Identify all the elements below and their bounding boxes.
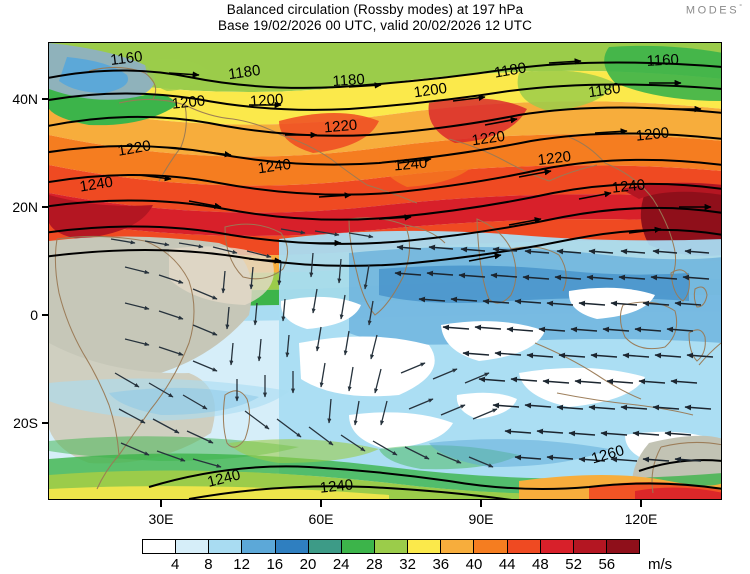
colorbar-segment-4 [275,540,309,553]
colorbar-tick-56: 56 [598,556,616,573]
xtick-label-90e: 90E [468,511,494,527]
colorbar-tick-32: 32 [399,556,416,573]
ytick-label-20n: 20N [12,199,38,215]
colorbar-segment-5 [308,540,342,553]
contour-label: 1240 [257,156,292,177]
contour-label: 1200 [413,80,448,101]
ytick-mark [42,314,49,316]
contour-label: 1180 [332,71,365,90]
xtick-mark [480,500,482,507]
xtick-mark [160,500,162,507]
logo-mark: ° [739,4,742,11]
ytick-label-20s: 20S [13,415,38,431]
colorbar-tick-20: 20 [299,556,317,573]
contour-label: 1220 [471,128,506,149]
page-subtitle: Base 19/02/2026 00 UTC, valid 20/02/2026… [218,18,532,33]
colorbar-tick-52: 52 [565,556,582,573]
contour-label: 1180 [227,62,261,83]
contour-label: 1240 [611,176,646,196]
colorbar-tick-4: 4 [171,556,180,573]
colorbar-tick-16: 16 [266,556,284,573]
contour-label: 1200 [635,124,670,144]
contour-label: 1200 [249,91,283,110]
contour-label: 1220 [116,137,152,160]
colorbar-tick-36: 36 [432,556,450,573]
ytick-mark [42,206,49,208]
contour-label: 1220 [537,148,572,169]
contour-label: 1160 [109,48,143,69]
map-plot-area: 1160 1180 1180 1180 1160 1200 1200 1200 … [48,42,722,500]
page-title: Balanced circulation (Rossby modes) at 1… [226,2,524,17]
colorbar-segment-13 [573,540,607,553]
colorbar-tick-28: 28 [366,556,383,573]
colorbar-segment-14 [606,540,640,553]
colorbar-segment-9 [441,540,475,553]
xtick-label-60e: 60E [308,511,334,527]
contour-label: 1200 [171,92,206,112]
contour-label: 1160 [646,51,679,70]
contour-label: 1220 [323,117,358,137]
colorbar-segment-0 [143,540,177,553]
ytick-label-0: 0 [30,307,38,323]
colorbar-segment-11 [507,540,541,553]
colorbar-segment-6 [341,540,375,553]
title-block: Balanced circulation (Rossby modes) at 1… [0,2,750,34]
colorbar [142,539,640,554]
ytick-mark [42,422,49,424]
contour-label: 1240 [78,174,114,196]
colorbar-segment-8 [408,540,442,553]
colorbar-segment-2 [209,540,243,553]
colorbar-segment-7 [374,540,409,553]
colorbar-segment-10 [474,540,508,553]
colorbar-tick-44: 44 [498,556,516,573]
colorbar-tick-40: 40 [465,556,483,573]
colorbar-segment-3 [242,540,276,553]
modes-logo: MODES° [686,4,742,17]
colorbar-segment-12 [540,540,574,553]
xtick-mark [640,500,642,507]
logo-text: MODES [685,4,740,17]
ytick-mark [42,98,49,100]
contour-label: 1240 [319,476,354,496]
contour-label: 1240 [393,155,428,175]
colorbar-tick-24: 24 [332,556,350,573]
colorbar-segment-1 [176,540,210,553]
colorbar-unit-label: m/s [648,556,673,573]
xtick-label-30e: 30E [148,511,174,527]
map-canvas: 1160 1180 1180 1180 1160 1200 1200 1200 … [49,43,721,499]
colorbar-tick-8: 8 [204,556,213,573]
contour-label: 1180 [493,59,528,81]
colorbar-tick-12: 12 [233,556,250,573]
xtick-mark [320,500,322,507]
contour-label: 1180 [587,80,621,101]
xtick-label-120e: 120E [624,511,658,527]
colorbar-tick-48: 48 [532,556,549,573]
ytick-label-40n: 40N [12,91,38,107]
